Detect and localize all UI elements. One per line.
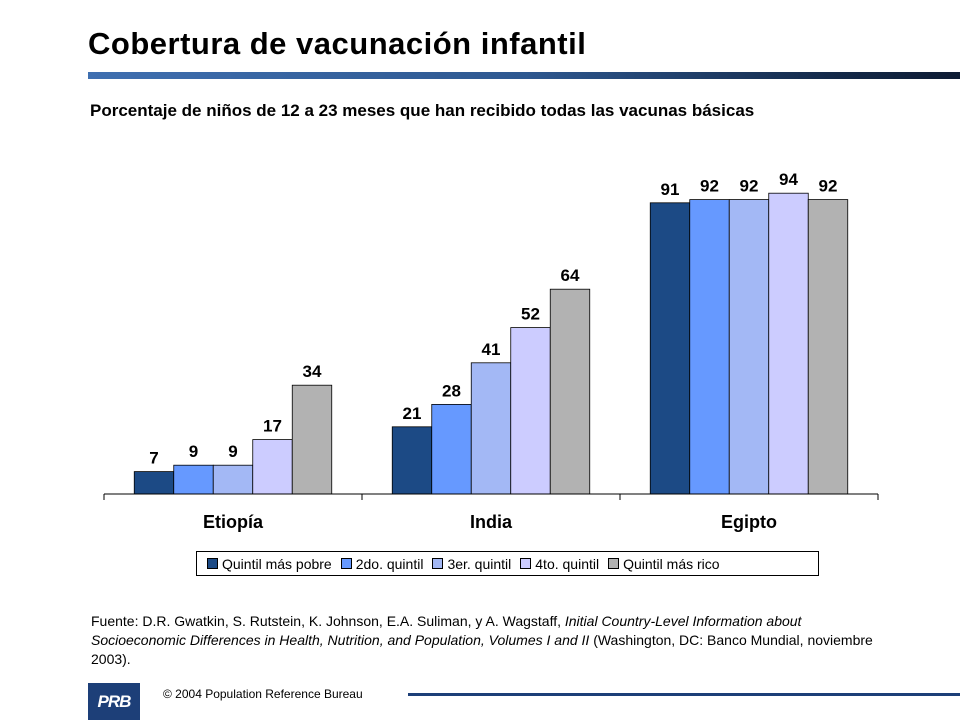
bar xyxy=(470,362,512,495)
slide-title: Cobertura de vacunación infantil xyxy=(88,26,587,61)
bar xyxy=(510,327,551,495)
legend-item: Quintil más pobre xyxy=(207,556,332,572)
data-label: 17 xyxy=(263,417,282,436)
bar xyxy=(768,192,809,495)
data-label: 28 xyxy=(442,381,461,400)
legend-swatch xyxy=(520,558,532,569)
bar xyxy=(807,199,849,495)
data-label: 94 xyxy=(779,170,798,189)
bar-chart: 7 9 9 17 34 Etiopía 21 28 41 52 64 India 91 92 92 94 92 E… xyxy=(103,170,879,532)
data-label: 34 xyxy=(303,362,322,381)
legend-label: Quintil más pobre xyxy=(222,555,332,572)
source-note: Fuente: D.R. Gwatkin, S. Rutstein, K. Jo… xyxy=(91,612,891,669)
legend-label: 2do. quintil xyxy=(355,555,424,572)
bar xyxy=(649,202,691,495)
data-label: 7 xyxy=(149,449,158,468)
bar xyxy=(173,464,214,495)
bar xyxy=(212,464,254,495)
legend-item: 4to. quintil xyxy=(520,556,599,572)
legend-item: Quintil más rico xyxy=(608,555,720,572)
data-label: 92 xyxy=(819,177,838,196)
data-label: 92 xyxy=(740,177,759,196)
footer-rule xyxy=(408,693,960,696)
data-label: 92 xyxy=(700,177,719,196)
bar xyxy=(391,426,433,495)
source-prefix: Fuente: D.R. Gwatkin, S. Rutstein, K. Jo… xyxy=(91,613,565,629)
legend-label: Quintil más rico xyxy=(623,555,720,572)
bar xyxy=(133,471,175,495)
bar xyxy=(689,199,730,495)
source-suffix: (Washington, DC: Banco Mundial, noviembr… xyxy=(91,632,873,667)
x-tick-label: India xyxy=(470,512,513,532)
legend-item: 2do. quintil xyxy=(340,555,424,572)
legend-swatch xyxy=(608,558,620,569)
data-label: 21 xyxy=(403,404,422,423)
bar xyxy=(549,288,591,495)
data-label: 9 xyxy=(189,442,198,461)
legend-swatch xyxy=(432,558,444,569)
title-underline xyxy=(88,72,960,79)
chart-subtitle: Porcentaje de niños de 12 a 23 meses que… xyxy=(90,101,755,120)
legend-swatch xyxy=(340,558,352,569)
legend-label: 4to. quintil xyxy=(535,555,600,572)
data-label: 52 xyxy=(521,305,540,324)
footer-copyright: © 2004 Population Reference Bureau xyxy=(163,687,363,701)
bar xyxy=(252,439,293,495)
x-tick-label: Etiopía xyxy=(203,512,264,532)
data-label: 41 xyxy=(482,340,501,359)
source-title: Initial Country-Level Information about … xyxy=(91,613,802,648)
chart-legend: Quintil más pobre 2do. quintil 3er. quinti… xyxy=(196,551,819,576)
data-label: 91 xyxy=(661,180,680,199)
bar xyxy=(431,403,472,495)
legend-label: 3er. quintil xyxy=(447,555,512,572)
data-label: 9 xyxy=(228,442,237,461)
bar xyxy=(728,199,770,495)
legend-swatch xyxy=(207,558,218,569)
bar xyxy=(291,384,333,495)
legend-item: 3er. quintil xyxy=(432,556,511,572)
x-tick-label: Egipto xyxy=(721,512,777,532)
data-label: 64 xyxy=(561,266,580,285)
prb-logo: PRB xyxy=(88,683,140,720)
